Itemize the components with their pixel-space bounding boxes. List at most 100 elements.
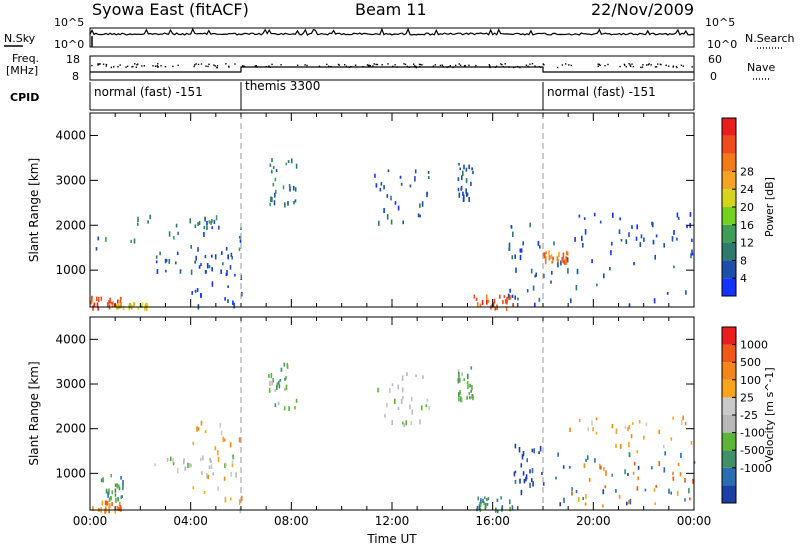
nave-dot [126, 65, 129, 67]
nave-dot [646, 64, 648, 66]
nave-dot [502, 66, 505, 68]
data-pixel [668, 488, 670, 494]
data-pixel [543, 252, 545, 257]
nave-dot [413, 65, 416, 67]
nave-dot [682, 65, 684, 67]
data-pixel [673, 265, 675, 269]
data-pixel [116, 483, 119, 489]
data-pixel [672, 416, 674, 420]
data-pixel [120, 476, 122, 480]
data-pixel [402, 396, 404, 400]
data-pixel [471, 167, 473, 171]
nave-dot [306, 64, 308, 67]
data-pixel [466, 192, 469, 197]
nave-dot [598, 63, 600, 66]
data-pixel [144, 304, 147, 308]
data-pixel [377, 387, 379, 393]
nave-dot [531, 63, 534, 65]
data-pixel [154, 463, 156, 467]
data-pixel [108, 300, 110, 305]
data-pixel [144, 306, 146, 311]
data-pixel [205, 270, 207, 274]
data-pixel [652, 239, 655, 245]
data-pixel [504, 299, 507, 304]
colorbar-cell [722, 153, 736, 172]
data-pixel [470, 366, 473, 370]
data-pixel [496, 498, 499, 502]
nave-dot [134, 63, 136, 65]
nave-dot [125, 66, 127, 68]
data-pixel [663, 243, 665, 248]
data-pixel [119, 296, 122, 301]
y-tick-label: 1000 [55, 466, 86, 480]
data-pixel [211, 219, 213, 223]
nave-dot [631, 63, 633, 65]
data-pixel [470, 390, 472, 393]
data-pixel [480, 498, 482, 504]
colorbar-tick-label: 28 [740, 165, 754, 178]
x-tick-label: 20:00 [576, 514, 611, 528]
data-pixel [114, 508, 116, 514]
nave-dot [131, 66, 133, 68]
data-pixel [118, 487, 121, 491]
data-pixel [241, 495, 243, 501]
nave-dot [297, 64, 299, 66]
nave-dot [99, 63, 101, 65]
data-pixel [195, 255, 197, 261]
y-tick-label: 4000 [55, 332, 86, 346]
data-pixel [120, 495, 123, 499]
nave-dot [516, 65, 519, 68]
data-pixel [400, 182, 403, 186]
data-pixel [581, 235, 583, 241]
data-pixel [691, 249, 693, 254]
data-pixel [570, 298, 572, 304]
data-pixel [510, 225, 513, 229]
data-pixel [409, 404, 411, 410]
data-pixel [585, 459, 587, 462]
data-pixel [419, 419, 421, 425]
data-pixel [618, 229, 621, 235]
data-pixel [620, 238, 623, 242]
nave-dot [141, 65, 143, 67]
data-pixel [611, 424, 614, 429]
data-pixel [628, 441, 630, 448]
data-pixel [278, 380, 280, 385]
data-pixel [574, 237, 576, 242]
data-pixel [457, 378, 460, 384]
data-pixel [230, 252, 233, 257]
data-pixel [684, 498, 686, 502]
nave-dot [375, 63, 377, 66]
nave-dot [376, 63, 379, 66]
data-pixel [603, 467, 605, 472]
data-pixel [192, 486, 195, 490]
data-pixel [189, 463, 191, 468]
data-pixel [690, 253, 692, 259]
nave-dot [132, 65, 134, 68]
data-pixel [559, 502, 561, 507]
data-pixel [208, 265, 211, 269]
data-pixel [575, 490, 578, 494]
data-pixel [575, 285, 578, 291]
data-pixel [108, 505, 110, 511]
nave-dot [648, 63, 650, 65]
data-pixel [241, 291, 243, 297]
data-pixel [384, 414, 386, 418]
data-pixel [175, 261, 177, 265]
data-pixel [576, 268, 579, 275]
data-pixel [173, 235, 175, 240]
nave-dot [527, 65, 529, 67]
data-pixel [534, 302, 536, 308]
nave-dot [216, 66, 218, 69]
data-pixel [509, 499, 511, 505]
nave-dot [455, 64, 457, 67]
data-pixel [584, 229, 587, 235]
nave-dot [565, 63, 567, 65]
data-pixel [611, 473, 613, 477]
nave-dot [338, 64, 340, 66]
data-pixel [599, 463, 601, 470]
nave-dot [624, 64, 626, 66]
data-pixel [553, 241, 555, 246]
data-pixel [221, 251, 223, 255]
data-pixel [214, 254, 217, 260]
